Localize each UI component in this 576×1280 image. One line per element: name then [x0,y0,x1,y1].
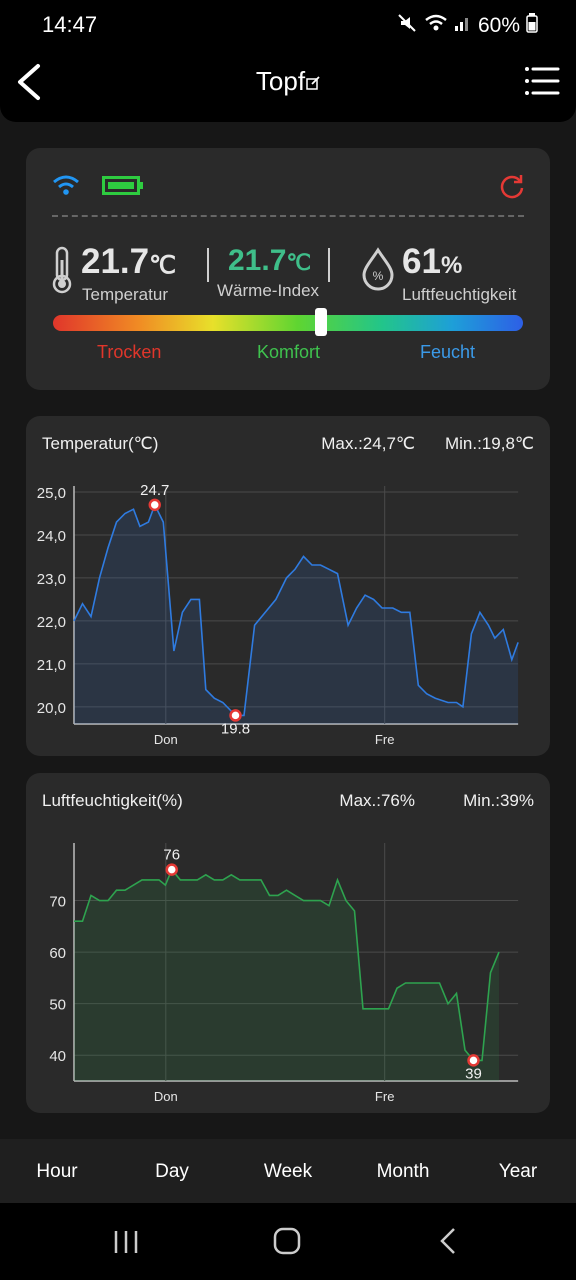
app-bar: Topf [0,48,576,122]
battery-status-icon [526,13,538,39]
recent-apps-icon [114,1231,138,1253]
edit-icon[interactable] [306,66,320,97]
heat-index-value-group: 21.7℃ [228,244,311,278]
battery-icon [102,176,144,201]
home-button[interactable] [273,1227,301,1260]
mute-icon [396,12,418,40]
tab-hour[interactable]: Hour [36,1161,78,1182]
back-arrow-icon [440,1228,455,1254]
menu-button[interactable] [524,64,560,98]
y-tick-label: 60 [49,945,66,962]
series-line [74,868,500,1062]
thermometer-icon [50,246,74,299]
zone-dry-label: Trocken [97,342,162,362]
humidity-unit: % [440,252,463,279]
signal-icon [454,14,472,38]
tab-year[interactable]: Year [498,1161,538,1182]
humidity-chart-card: Luftfeuchtigkeit(%) Max.:76% Min.:39% 40… [26,773,550,1113]
humidity-drop-icon: % [361,247,395,296]
heat-index-value: 21.7 [228,244,287,277]
zone-wet-label: Feucht [420,342,476,362]
zone-comfort-label: Komfort [257,342,321,362]
tab-week[interactable]: Week [263,1161,313,1182]
min-marker [467,1054,480,1067]
status-bar: 14:47 60% [0,0,576,48]
status-time: 14:47 [42,12,98,37]
y-tick-label: 20,0 [37,700,66,717]
series-line [73,502,519,717]
max-marker [148,498,161,512]
separator [328,248,330,282]
temperature-chart-card: Temperatur(℃) Max.:24,7℃ Min.:19,8℃ 20,0… [26,416,550,756]
x-tick-label: Don [154,732,178,747]
chart-max-label: Max.:24,7℃ [321,434,415,453]
max-point-label: 24.7 [140,482,169,499]
home-icon [273,1227,301,1255]
y-tick-label: 24,0 [37,528,66,545]
y-tick-label: 70 [49,894,66,911]
min-point-label: 39 [465,1065,482,1082]
wifi-status-icon [424,13,448,39]
x-tick-label: Don [154,1089,178,1104]
system-nav-bar [0,1203,576,1280]
x-tick-label: Fre [375,1089,395,1104]
wifi-icon [52,174,80,201]
y-tick-label: 21,0 [37,657,66,674]
x-tick-label: Fre [375,732,395,747]
separator [207,248,209,282]
chart-min-label: Min.:19,8℃ [444,434,534,453]
y-tick-label: 40 [49,1048,66,1065]
chart-max-label: Max.:76% [339,791,415,810]
chevron-left-icon [18,64,40,100]
min-point-label: 19.8 [221,720,250,737]
y-tick-label: 50 [49,997,66,1014]
heat-index-label: Wärme-Index [217,281,320,300]
temperature-value-group: 21.7℃ [81,242,176,282]
divider [52,215,524,217]
tab-month[interactable]: Month [376,1161,430,1182]
svg-text:%: % [373,269,384,283]
comfort-gradient-bar [53,315,523,331]
battery-percent: 60% [477,14,520,37]
chart-min-label: Min.:39% [463,791,534,810]
temperature-label: Temperatur [82,285,168,304]
comfort-indicator [314,308,327,336]
min-marker [229,709,242,722]
system-back-button[interactable] [438,1227,460,1260]
page-title: Topf [255,66,306,96]
recent-apps-button[interactable] [112,1229,140,1260]
heat-index-unit: ℃ [286,250,312,275]
humidity-value: 61 [402,242,441,281]
humidity-chart: 40 50 60 70 Don Fre 76 39 [49,843,519,1104]
status-icons: 60% [396,12,538,40]
humidity-value-group: 61% [402,242,462,282]
max-point-label: 76 [163,847,180,864]
humidity-label: Luftfeuchtigkeit [402,285,517,304]
list-menu-icon [525,67,560,95]
refresh-icon[interactable] [498,172,526,205]
series-area [74,869,499,1081]
y-tick-label: 22,0 [37,614,66,631]
y-tick-label: 23,0 [37,571,66,588]
current-readings-card: 21.7℃ Temperatur 21.7℃ Wärme-Index % 61%… [26,148,550,390]
chart-title: Temperatur(℃) [42,434,159,453]
temperature-chart: 20,0 21,0 22,0 23,0 24,0 25,0 Don Fre 24.7 19.8 [37,482,519,747]
temperature-unit: ℃ [149,252,177,279]
chart-title: Luftfeuchtigkeit(%) [42,791,183,810]
y-tick-label: 25,0 [37,485,66,502]
back-button[interactable] [12,60,52,104]
series-area [74,504,519,724]
max-marker [165,863,178,876]
temperature-value: 21.7 [81,242,150,281]
time-range-nav: Hour Day Week Month Year [0,1139,576,1203]
page-title-group[interactable]: Topf [0,66,576,97]
tab-day[interactable]: Day [155,1161,189,1182]
